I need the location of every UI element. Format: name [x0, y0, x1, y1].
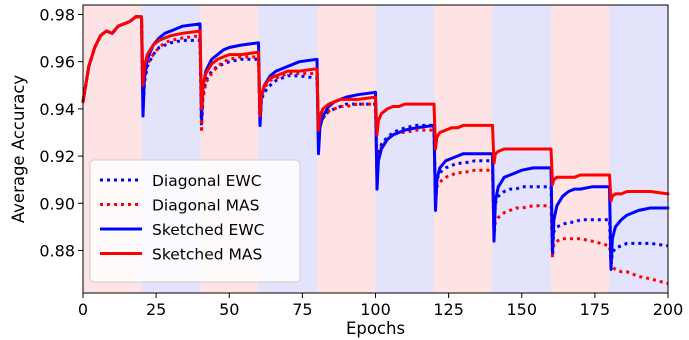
y-tick-label: 0.88 — [39, 242, 75, 261]
x-tick-label: 50 — [219, 300, 239, 319]
y-tick-label: 0.90 — [39, 194, 75, 213]
series-line-diagonal-ewc — [81, 15, 669, 267]
x-axis: 0 25 50 75 100 125 150 175 200 — [78, 293, 683, 319]
x-tick-label: 175 — [580, 300, 611, 319]
series-line-sketched-ewc — [81, 15, 670, 271]
y-tick-label: 0.94 — [39, 100, 75, 119]
x-tick-label: 150 — [506, 300, 537, 319]
legend-label: Diagonal MAS — [152, 197, 259, 215]
task-band — [609, 5, 668, 293]
task-band — [375, 5, 434, 293]
task-bands — [83, 5, 668, 293]
x-tick-label: 200 — [653, 300, 684, 319]
legend-box — [89, 159, 301, 283]
series-layer — [81, 15, 670, 286]
task-band — [317, 5, 376, 293]
task-band — [551, 5, 610, 293]
x-tick-label: 100 — [360, 300, 391, 319]
x-axis-title: Epochs — [346, 319, 405, 338]
x-tick-label: 75 — [292, 300, 312, 319]
legend-label: Diagonal EWC — [152, 172, 262, 190]
series-line-sketched-mas — [81, 15, 670, 203]
legend-label: Sketched MAS — [152, 246, 262, 264]
y-tick-label: 0.92 — [39, 147, 75, 166]
legend: Diagonal EWC Diagonal MAS Sketched EWC Sket… — [89, 159, 301, 283]
x-tick-label: 125 — [433, 300, 464, 319]
legend-label: Sketched EWC — [152, 221, 264, 239]
task-band — [434, 5, 493, 293]
y-tick-label: 0.98 — [39, 5, 75, 24]
y-axis-title: Average Accuracy — [9, 75, 28, 224]
y-axis: 0.88 0.90 0.92 0.94 0.96 0.98 — [39, 5, 83, 261]
x-tick-label: 0 — [78, 300, 88, 319]
x-tick-label: 25 — [146, 300, 166, 319]
y-tick-label: 0.96 — [39, 53, 75, 72]
